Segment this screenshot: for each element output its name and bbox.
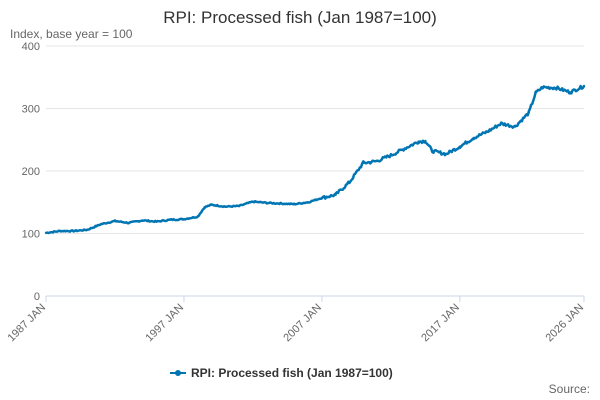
source-label: Source:: [549, 382, 590, 396]
data-point: [293, 202, 296, 206]
data-point: [58, 229, 61, 233]
grid-layer: [46, 45, 584, 234]
data-point: [513, 125, 517, 128]
data-point: [369, 161, 372, 164]
data-point: [237, 204, 241, 208]
data-point: [127, 221, 130, 225]
axis-layer: 0 100 200 300 400 1987 JAN 1997 JAN 2007 JAN 201…: [5, 41, 586, 344]
data-point: [527, 111, 530, 115]
y-tick-label: 400: [22, 41, 40, 53]
data-point: [44, 231, 48, 235]
data-point: [265, 201, 268, 205]
data-point: [306, 201, 310, 204]
data-point: [403, 147, 406, 150]
data-point: [320, 196, 324, 200]
data-point: [203, 206, 206, 209]
data-point: [389, 154, 393, 157]
data-point: [500, 122, 503, 125]
data-point: [541, 86, 544, 89]
data-point: [486, 130, 489, 133]
data-point: [431, 149, 434, 153]
data-point: [155, 220, 158, 223]
legend-label: RPI: Processed fish (Jan 1987=100): [191, 366, 393, 380]
data-point: [86, 228, 89, 231]
data-point: [348, 181, 351, 184]
data-point: [582, 84, 586, 88]
data-point: [444, 152, 448, 156]
data-point: [141, 219, 144, 222]
data-point: [362, 161, 365, 165]
data-point: [334, 193, 337, 196]
data-point: [555, 86, 558, 90]
series-line: [45, 84, 586, 235]
x-tick-label: 1987 JAN: [5, 302, 48, 345]
data-point: [210, 203, 213, 206]
x-tick-label: 1997 JAN: [143, 302, 186, 345]
data-point: [196, 215, 199, 218]
data-point: [72, 229, 75, 233]
data-point: [113, 219, 117, 223]
x-tick-label: 2026 JAN: [543, 302, 586, 345]
y-tick-label: 300: [22, 104, 40, 116]
y-tick-label: 100: [22, 229, 40, 241]
chart-subtitle: Index, base year = 100: [10, 27, 133, 41]
x-tick-label: 2007 JAN: [281, 302, 324, 345]
data-point: [100, 222, 103, 226]
legend-marker-icon: [175, 370, 181, 376]
x-tick-label: 2017 JAN: [419, 302, 462, 345]
data-point: [569, 91, 572, 94]
series-layer: [44, 84, 586, 235]
y-tick-label: 200: [22, 166, 40, 178]
data-point: [224, 205, 227, 208]
data-point: [472, 136, 475, 140]
data-point: [417, 140, 420, 143]
y-tick-label: 0: [34, 291, 40, 303]
legend[interactable]: RPI: Processed fish (Jan 1987=100): [170, 366, 393, 380]
data-point: [279, 202, 282, 205]
data-point: [251, 200, 255, 203]
data-point: [169, 218, 172, 221]
data-point: [182, 217, 186, 221]
data-point: [375, 159, 379, 163]
data-point: [424, 139, 427, 143]
chart-title: RPI: Processed fish (Jan 1987=100): [163, 8, 437, 27]
data-point: [458, 145, 461, 148]
data-point: [534, 91, 537, 95]
